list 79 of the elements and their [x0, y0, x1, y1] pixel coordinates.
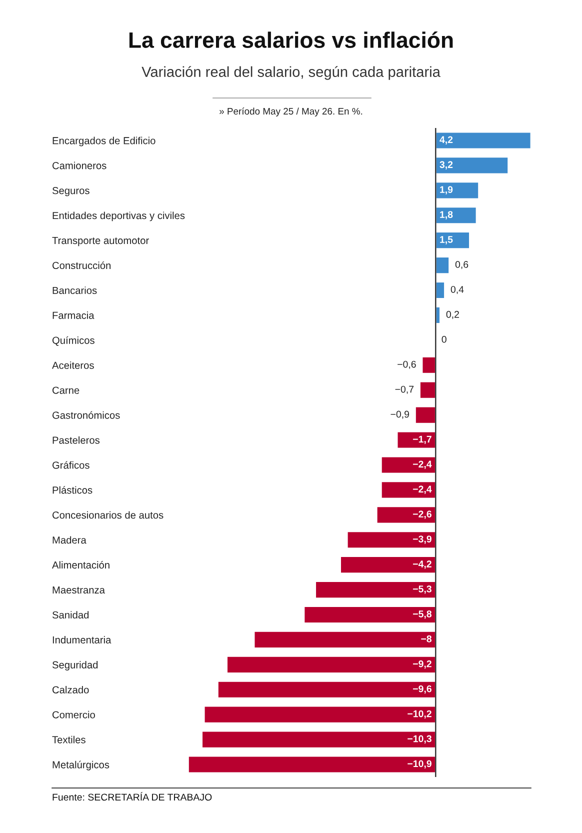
data-label: −5,8 [413, 610, 432, 619]
y-tick-label: Plásticos [52, 486, 92, 494]
data-label: −2,4 [413, 486, 432, 494]
data-label: −2,4 [413, 460, 432, 469]
y-tick-label: Alimentación [52, 561, 110, 569]
bar [434, 156, 509, 175]
y-tick-label: Sanidad [52, 611, 89, 619]
y-tick-label: Gráficos [52, 461, 90, 469]
data-label: −4,2 [413, 560, 432, 569]
bar [380, 456, 436, 474]
data-label: −8 [421, 635, 432, 642]
bar [434, 131, 531, 150]
data-label: 3,2 [440, 161, 453, 170]
bar [434, 206, 478, 225]
bar [314, 580, 436, 599]
data-label: −0,7 [395, 386, 414, 394]
y-tick-label: Textiles [52, 736, 86, 744]
data-label: −2,6 [413, 510, 432, 519]
bar [226, 655, 436, 674]
data-label: −5,3 [413, 586, 432, 594]
data-label: 0 [442, 336, 446, 343]
chart-title: La carrera salarios vs inflación [129, 31, 453, 48]
bar [340, 556, 436, 574]
bar [414, 406, 436, 424]
data-label: −1,7 [413, 436, 432, 444]
y-tick-label: Indumentaria [52, 636, 112, 644]
data-label: −3,9 [413, 536, 432, 544]
y-tick-label: Metalúrgicos [52, 760, 110, 770]
data-label: −0,6 [398, 360, 416, 369]
data-label: 4,2 [440, 136, 453, 144]
y-tick-label: Farmacia [52, 312, 94, 319]
y-tick-label: Pasteleros [52, 436, 100, 444]
y-tick-label: Químicos [52, 336, 94, 346]
data-label: 0,4 [450, 286, 464, 294]
text: » Período May 25 / May 26. En %. [219, 108, 362, 116]
y-tick-label: Calzado [52, 686, 89, 694]
y-tick-label: Carne [52, 386, 80, 394]
bar [419, 380, 436, 400]
bar [188, 755, 436, 774]
y-tick-label: Concesionarios de autos [52, 511, 164, 519]
bar [421, 356, 436, 374]
source-note: Fuente: SECRETARÍA DE TRABAJO [52, 792, 212, 801]
data-label: −10,3 [408, 735, 432, 744]
y-tick-label: Construcción [52, 261, 111, 270]
bar [253, 630, 436, 649]
bar [434, 256, 450, 274]
bar [434, 231, 470, 250]
y-tick-label: Aceiteros [52, 361, 94, 369]
y-tick-label: Madera [52, 536, 86, 544]
data-label: −10,2 [408, 710, 432, 719]
y-tick-label: Seguros [52, 187, 90, 196]
y-tick-label: Bancarios [52, 286, 97, 294]
y-tick-label: Entidades deportivas y civiles [52, 212, 185, 222]
data-label: 1,8 [440, 211, 453, 220]
data-label: −9,2 [413, 660, 432, 669]
data-label: 1,5 [440, 236, 453, 244]
y-tick-label: Gastronómicos [52, 411, 120, 419]
bar [434, 181, 480, 200]
data-label: 1,9 [440, 186, 453, 194]
bar [203, 705, 436, 724]
bar [303, 606, 436, 624]
y-tick-label: Transporte automotor [52, 237, 149, 246]
data-label: 0,2 [446, 310, 459, 319]
bar [201, 730, 436, 749]
bar [346, 530, 436, 550]
chart-subtitle: Variación real del salario, según cada paritaria [142, 66, 440, 80]
y-tick-label: Camioneros [52, 162, 106, 170]
y-tick-label: Comercio [52, 710, 95, 718]
y-tick-label: Encargados de Edificio [52, 136, 156, 146]
data-label: 0,6 [455, 261, 468, 270]
bar [217, 680, 436, 699]
y-tick-label: Maestranza [52, 586, 105, 594]
bar [396, 430, 436, 450]
bar [376, 506, 436, 524]
data-label: −10,9 [408, 760, 432, 769]
bar [380, 480, 436, 500]
y-tick-label: Seguridad [52, 661, 98, 670]
data-label: −9,6 [413, 685, 432, 694]
data-label: −0,9 [390, 410, 410, 419]
